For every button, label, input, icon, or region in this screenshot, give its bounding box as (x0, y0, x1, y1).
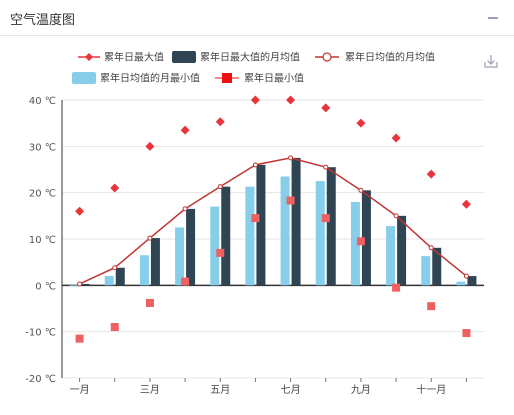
line-point (147, 235, 153, 241)
point-max (180, 125, 190, 135)
bar-max-mean (432, 247, 442, 286)
point-min (145, 298, 154, 307)
bar-max-mean (115, 267, 125, 286)
bar-max-mean (256, 164, 266, 286)
point-min (216, 248, 225, 257)
bar-max-mean (80, 283, 90, 286)
line-point (288, 155, 294, 161)
legend-label: 累年日最大值 (104, 51, 164, 64)
point-min (251, 214, 260, 223)
minus-icon[interactable] (488, 17, 498, 19)
x-tick-label: 十一月 (416, 383, 446, 396)
point-max (391, 133, 401, 143)
bar-max-mean (291, 157, 301, 286)
point-max (145, 141, 155, 151)
point-max (286, 95, 296, 105)
y-tick-label: 40 ℃ (29, 96, 56, 107)
point-max (250, 95, 260, 105)
bar-min-mean (210, 206, 220, 286)
legend-label: 累年日均值的月最小值 (100, 72, 200, 85)
bar-min-mean (456, 281, 466, 286)
bar-max-mean (361, 190, 371, 286)
y-tick-label: -20 ℃ (25, 374, 56, 385)
point-max (356, 118, 366, 128)
line-daily-mean (79, 157, 467, 285)
point-min (462, 329, 471, 338)
line-point (112, 265, 118, 271)
bar-series (69, 157, 477, 287)
line-point (77, 281, 83, 287)
legend-label: 累年日最大值的月均值 (200, 51, 300, 64)
x-tick-label: 三月 (140, 384, 160, 396)
legend-label: 累年日最小值 (244, 72, 304, 85)
legend-swatch (85, 53, 93, 61)
bar-max-mean (150, 238, 160, 286)
line-point (252, 162, 258, 168)
panel-header: 空气温度图 (0, 0, 514, 36)
line-point (393, 213, 399, 219)
bar-max-mean (186, 208, 196, 286)
y-tick-label: 20 ℃ (29, 189, 56, 200)
line-series (77, 155, 469, 287)
bar-max-mean (326, 167, 336, 286)
bar-min-mean (69, 285, 79, 287)
point-max (215, 117, 225, 127)
x-tick-label: 一月 (70, 384, 90, 396)
legend-swatch (222, 73, 232, 83)
x-tick-label: 五月 (210, 384, 230, 396)
y-axis: -20 ℃ -10 ℃ 0 ℃ 10 ℃ 20 ℃ 30 ℃ 40 ℃ (25, 96, 63, 385)
point-min (321, 214, 330, 223)
point-max (75, 206, 85, 216)
line-point (463, 273, 469, 279)
point-min (356, 237, 365, 246)
point-min (286, 196, 295, 205)
point-max (426, 169, 436, 179)
bar-min-mean (350, 201, 360, 286)
grid-lines (62, 99, 484, 379)
bar-max-mean (397, 215, 407, 286)
point-min (75, 334, 84, 343)
y-tick-label: 10 ℃ (29, 235, 56, 246)
x-tick-label: 九月 (351, 384, 371, 396)
x-axis: 一月 三月 五月 七月 九月 十一月 (70, 378, 467, 396)
panel-title: 空气温度图 (10, 13, 76, 28)
line-point (182, 206, 188, 212)
y-tick-label: -10 ℃ (25, 328, 56, 339)
bar-min-mean (280, 176, 290, 286)
legend-swatch (322, 52, 332, 62)
legend-label: 累年日均值的月均值 (345, 51, 435, 64)
scatter-series (75, 95, 471, 343)
legend-swatch (72, 72, 96, 84)
point-min (181, 277, 190, 286)
legend-swatch (172, 51, 196, 63)
y-tick-label: 30 ℃ (29, 142, 56, 153)
point-max (321, 103, 331, 113)
bar-min-mean (245, 186, 255, 286)
point-max (110, 183, 120, 193)
bar-min-mean (421, 256, 431, 286)
bar-min-mean (175, 227, 185, 286)
x-tick-label: 七月 (281, 384, 301, 396)
download-icon[interactable] (484, 54, 498, 68)
y-tick-label: 0 ℃ (35, 281, 56, 292)
line-point (217, 184, 223, 190)
bar-max-mean (467, 276, 477, 286)
bar-min-mean (315, 181, 325, 286)
line-point (428, 245, 434, 251)
line-point (358, 187, 364, 193)
line-point (323, 164, 329, 170)
point-min (392, 283, 401, 292)
point-min (110, 323, 119, 332)
point-max (461, 199, 471, 209)
bar-max-mean (221, 186, 231, 286)
bar-min-mean (104, 276, 114, 286)
bar-min-mean (386, 226, 396, 286)
point-min (427, 302, 436, 311)
bar-min-mean (139, 255, 149, 286)
